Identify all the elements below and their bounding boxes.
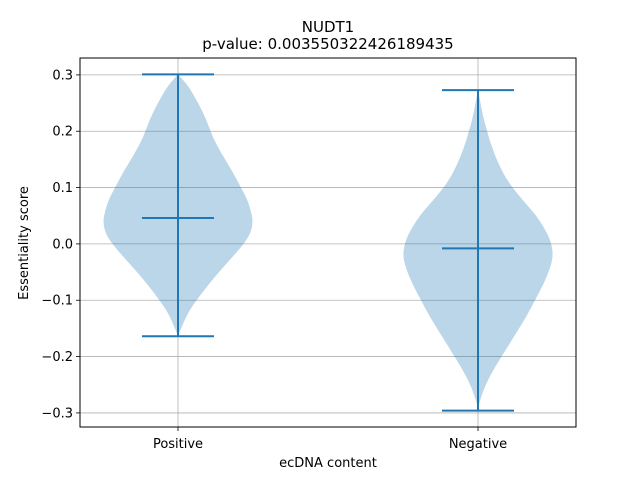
y-tick-label: 0.1 (52, 181, 73, 196)
x-tick-label: Negative (449, 437, 507, 452)
x-axis-ticks: Positive Negative (153, 427, 507, 452)
chart-subtitle: p-value: 0.003550322426189435 (202, 35, 453, 53)
y-axis-label: Essentiality score (17, 186, 32, 300)
y-tick-label: −0.1 (41, 294, 73, 309)
y-tick-label: 0.3 (52, 68, 73, 83)
y-tick-label: −0.3 (41, 406, 73, 421)
plot-frame (79, 57, 577, 428)
y-tick-label: 0.2 (52, 125, 73, 140)
violin-stat-lines (142, 73, 514, 412)
violins (103, 74, 553, 411)
x-tick-label: Positive (153, 437, 203, 452)
y-tick-label: −0.2 (41, 350, 73, 365)
y-axis-ticks: 0.3 0.2 0.1 0.0 −0.1 −0.2 −0.3 (41, 68, 80, 421)
y-tick-label: 0.0 (52, 237, 73, 252)
x-axis-label: ecDNA content (279, 456, 377, 471)
chart-title: NUDT1 (302, 18, 354, 36)
